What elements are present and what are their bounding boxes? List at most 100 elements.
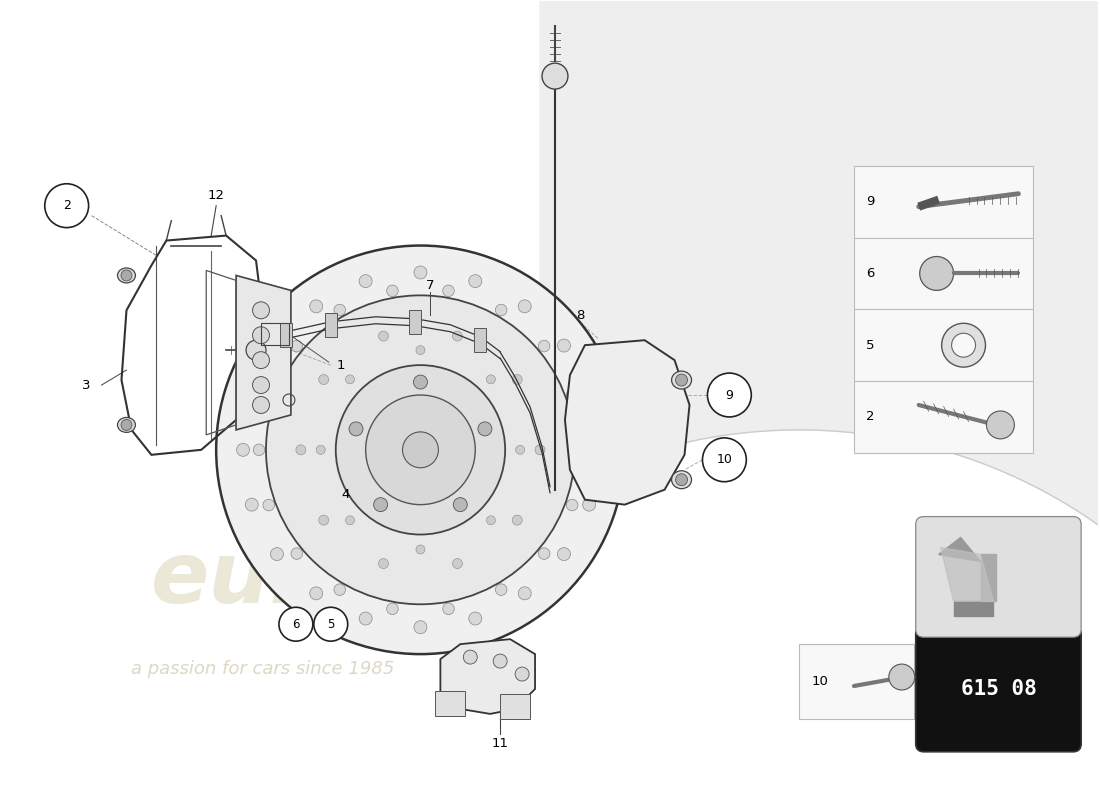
- Polygon shape: [565, 340, 690, 505]
- Circle shape: [403, 432, 439, 468]
- Circle shape: [334, 584, 345, 595]
- Circle shape: [477, 422, 492, 436]
- Circle shape: [253, 444, 265, 456]
- Circle shape: [463, 650, 477, 664]
- Circle shape: [45, 184, 89, 228]
- Circle shape: [296, 445, 306, 455]
- Bar: [500, 694, 530, 719]
- Circle shape: [319, 374, 329, 385]
- Text: 12: 12: [208, 190, 224, 202]
- Circle shape: [279, 607, 312, 641]
- Circle shape: [292, 340, 302, 352]
- Circle shape: [952, 334, 976, 357]
- Polygon shape: [938, 538, 980, 562]
- Polygon shape: [440, 639, 535, 714]
- Text: 6: 6: [293, 618, 299, 630]
- Circle shape: [513, 515, 522, 525]
- Text: 6: 6: [866, 267, 874, 280]
- Circle shape: [414, 266, 427, 279]
- Circle shape: [236, 443, 250, 456]
- Circle shape: [535, 445, 544, 455]
- Text: a passion for cars since 1985: a passion for cars since 1985: [132, 660, 395, 678]
- Circle shape: [345, 516, 354, 525]
- Circle shape: [121, 270, 132, 281]
- Circle shape: [345, 375, 354, 384]
- Circle shape: [592, 443, 604, 456]
- Text: 2: 2: [866, 410, 874, 423]
- Bar: [854, 310, 1033, 381]
- Polygon shape: [236, 275, 290, 430]
- Circle shape: [349, 422, 363, 436]
- Text: 11: 11: [492, 738, 508, 750]
- Circle shape: [566, 499, 578, 511]
- Circle shape: [245, 389, 258, 402]
- Circle shape: [263, 499, 275, 511]
- Ellipse shape: [672, 470, 692, 489]
- Circle shape: [486, 375, 495, 384]
- Circle shape: [558, 548, 571, 561]
- Circle shape: [360, 612, 372, 625]
- Circle shape: [493, 654, 507, 668]
- Circle shape: [942, 323, 986, 367]
- Circle shape: [414, 375, 428, 389]
- Ellipse shape: [118, 418, 135, 432]
- Text: 9: 9: [866, 195, 874, 208]
- Circle shape: [495, 304, 507, 316]
- Ellipse shape: [118, 268, 135, 283]
- Text: 615 08: 615 08: [960, 679, 1036, 699]
- Circle shape: [314, 607, 348, 641]
- Circle shape: [516, 446, 525, 454]
- Polygon shape: [940, 547, 993, 602]
- Circle shape: [263, 389, 275, 400]
- Circle shape: [386, 603, 398, 614]
- Text: europ: europ: [152, 538, 434, 621]
- Text: 10: 10: [716, 454, 733, 466]
- Bar: [436, 691, 465, 716]
- Circle shape: [518, 587, 531, 600]
- Circle shape: [360, 274, 372, 288]
- Circle shape: [374, 498, 387, 512]
- Circle shape: [334, 304, 345, 316]
- Bar: [409, 310, 421, 334]
- Bar: [324, 314, 337, 338]
- Bar: [854, 238, 1033, 310]
- Circle shape: [453, 498, 468, 512]
- Circle shape: [515, 667, 529, 681]
- Circle shape: [319, 515, 329, 525]
- Text: 2: 2: [63, 199, 70, 212]
- Circle shape: [121, 419, 132, 430]
- Circle shape: [217, 246, 625, 654]
- Circle shape: [365, 395, 475, 505]
- Circle shape: [469, 612, 482, 625]
- Circle shape: [310, 300, 322, 313]
- Text: 5: 5: [866, 338, 874, 352]
- Text: 4: 4: [341, 488, 350, 501]
- Circle shape: [920, 257, 954, 290]
- Circle shape: [253, 326, 270, 344]
- Circle shape: [987, 411, 1014, 439]
- Polygon shape: [980, 554, 997, 602]
- Text: 9: 9: [725, 389, 734, 402]
- Circle shape: [513, 374, 522, 385]
- Circle shape: [378, 558, 388, 569]
- Circle shape: [583, 498, 595, 511]
- Circle shape: [583, 389, 595, 402]
- Circle shape: [416, 346, 425, 354]
- Circle shape: [253, 397, 270, 414]
- Circle shape: [469, 274, 482, 288]
- Bar: [474, 328, 486, 352]
- Circle shape: [266, 295, 575, 604]
- Circle shape: [542, 63, 568, 89]
- Text: 8: 8: [575, 309, 584, 322]
- Circle shape: [253, 302, 270, 318]
- Circle shape: [558, 339, 571, 352]
- Circle shape: [452, 558, 462, 569]
- Circle shape: [495, 584, 507, 595]
- Circle shape: [576, 444, 587, 456]
- Circle shape: [292, 548, 302, 559]
- Circle shape: [566, 389, 578, 400]
- Circle shape: [442, 285, 454, 297]
- Text: 3: 3: [82, 378, 91, 391]
- Circle shape: [378, 331, 388, 341]
- Circle shape: [416, 545, 425, 554]
